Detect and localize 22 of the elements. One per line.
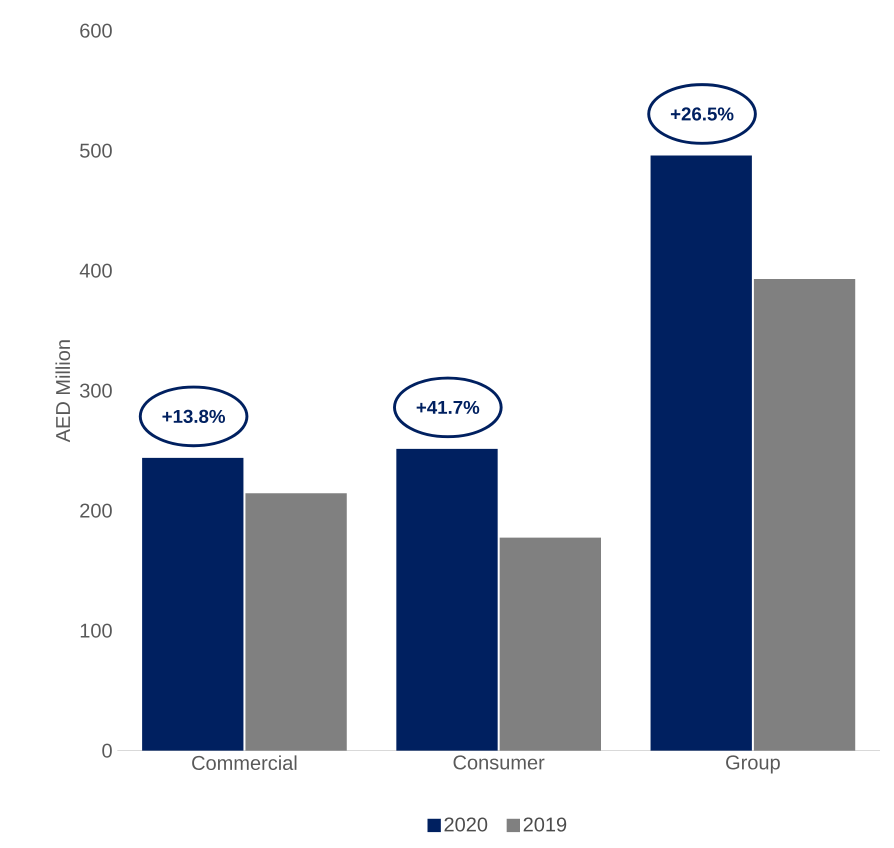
x-tick-label: Consumer	[454, 755, 544, 770]
legend-label: 2020	[444, 817, 488, 832]
y-tick-label: 200	[80, 504, 112, 518]
legend-label: 2019	[524, 817, 566, 832]
bar	[500, 538, 601, 751]
bar	[396, 448, 498, 751]
y-tick-label: 0	[102, 744, 112, 758]
annotation: +41.7%	[416, 400, 480, 414]
y-tick-label: 500	[80, 144, 112, 158]
annotation: +13.8%	[162, 410, 226, 424]
y-tick-label: 100	[80, 624, 112, 638]
annotation: +26.5%	[670, 107, 734, 121]
y-tick-label: 600	[80, 24, 112, 38]
x-tick-label: Group	[726, 755, 780, 774]
y-axis-title: AED Million	[55, 340, 70, 442]
bar	[650, 155, 752, 751]
bar	[754, 279, 856, 751]
x-tick-label: Commercial	[192, 755, 296, 770]
y-tick-label: 400	[80, 264, 112, 278]
bar	[245, 493, 347, 751]
bar	[142, 458, 244, 751]
y-tick-label: 300	[80, 384, 112, 398]
